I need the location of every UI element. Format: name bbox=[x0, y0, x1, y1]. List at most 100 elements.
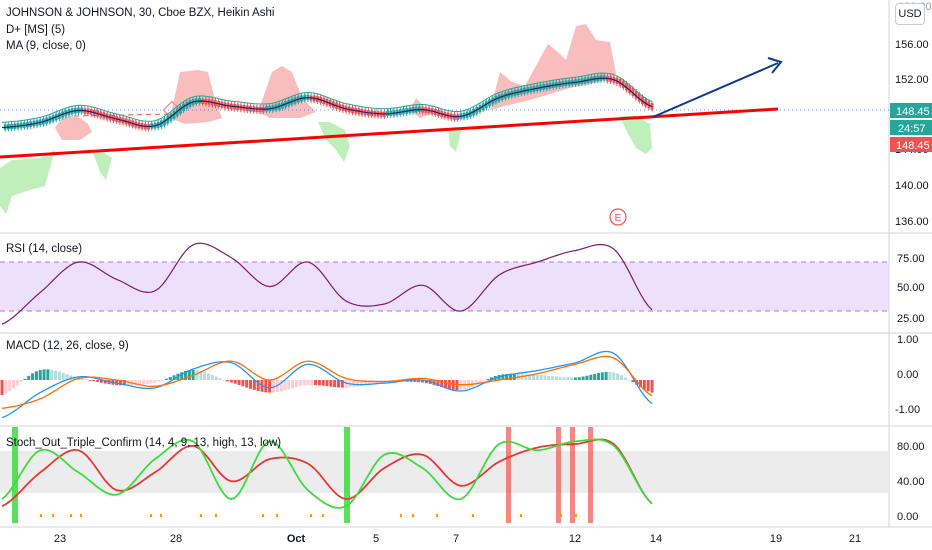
ma-line bbox=[1, 77, 653, 129]
macd-bar bbox=[237, 380, 241, 385]
stoch-tick: 40.00 bbox=[897, 476, 925, 488]
macd-bar bbox=[302, 380, 306, 386]
dplus-cloud bbox=[0, 24, 652, 214]
macd-bar bbox=[84, 379, 88, 380]
macd-bar bbox=[424, 380, 428, 384]
macd-bar bbox=[0, 380, 4, 396]
stoch-dot bbox=[200, 514, 202, 517]
macd-bar bbox=[314, 380, 318, 386]
macd-bar bbox=[612, 372, 616, 380]
cloud-upper-line bbox=[1, 72, 653, 123]
macd-bar bbox=[325, 380, 329, 387]
macd-bar bbox=[172, 375, 176, 380]
indicator-ma-label[interactable]: MA (9, close, 0) bbox=[6, 40, 86, 52]
candle bbox=[179, 105, 182, 114]
macd-bar bbox=[249, 380, 253, 389]
stoch-dot bbox=[436, 514, 438, 517]
macd-bar bbox=[42, 369, 46, 380]
time-tick: 19 bbox=[770, 533, 782, 545]
macd-bar bbox=[195, 370, 199, 380]
macd-bar bbox=[27, 375, 31, 380]
macd-bar bbox=[558, 376, 562, 380]
macd-bar bbox=[210, 374, 214, 380]
stoch-dot bbox=[215, 514, 217, 517]
macd-bar bbox=[486, 379, 490, 380]
macd-bar bbox=[31, 373, 35, 380]
macd-bar bbox=[245, 380, 249, 388]
stoch-dot bbox=[412, 514, 414, 517]
macd-bar bbox=[291, 380, 295, 389]
time-tick: 23 bbox=[54, 533, 66, 545]
currency-button[interactable]: USD bbox=[895, 3, 925, 25]
macd-bar bbox=[363, 380, 367, 386]
time-axis[interactable]: 23 28 Oct 5 7 12 14 19 21 bbox=[54, 533, 861, 545]
candle bbox=[625, 82, 628, 91]
stoch-dot bbox=[276, 514, 278, 517]
stoch-signal-bars bbox=[12, 427, 593, 523]
macd-bar bbox=[50, 369, 54, 380]
symbol-title[interactable]: JOHNSON & JOHNSON, 30, Cboe BZX, Heikin … bbox=[6, 7, 274, 19]
price-tick: 140.00 bbox=[895, 180, 929, 192]
macd-bar bbox=[134, 380, 138, 386]
candle bbox=[637, 93, 641, 102]
macd-bar bbox=[264, 380, 268, 393]
stoch-dot bbox=[70, 514, 72, 517]
macd-bar bbox=[631, 380, 635, 383]
macd-bar bbox=[359, 380, 363, 386]
trend-line[interactable] bbox=[0, 107, 779, 159]
stoch-dot bbox=[575, 514, 577, 517]
macd-bar bbox=[482, 380, 486, 382]
macd-bar bbox=[535, 374, 539, 380]
candle bbox=[634, 90, 638, 99]
macd-bar bbox=[222, 379, 226, 381]
macd-bar bbox=[547, 375, 551, 380]
macd-bar bbox=[206, 373, 210, 380]
projection-arrow[interactable] bbox=[652, 62, 779, 118]
macd-bar bbox=[470, 380, 474, 387]
macd-bar bbox=[214, 376, 218, 380]
last-price-value: 148.45 bbox=[896, 106, 930, 118]
stoch-band bbox=[0, 451, 889, 493]
macd-bar bbox=[138, 380, 142, 385]
time-tick: Oct bbox=[287, 533, 306, 545]
macd-bar bbox=[524, 374, 528, 380]
macd-bar bbox=[474, 380, 478, 385]
macd-bar bbox=[161, 380, 165, 381]
macd-bar bbox=[509, 373, 513, 380]
macd-bar bbox=[333, 380, 337, 388]
rsi-tick: 75.00 bbox=[897, 253, 925, 265]
macd-bar bbox=[600, 372, 604, 380]
stoch-dot bbox=[150, 514, 152, 517]
stoch-dot bbox=[310, 514, 312, 517]
time-tick: 28 bbox=[170, 533, 182, 545]
macd-histogram bbox=[0, 369, 654, 396]
candle bbox=[631, 88, 635, 96]
macd-bar bbox=[153, 380, 157, 383]
macd-bar bbox=[256, 380, 260, 391]
rsi-line bbox=[1, 242, 653, 325]
price-tick: 152.00 bbox=[895, 74, 929, 86]
stoch-dot bbox=[80, 514, 82, 517]
stoch-dot bbox=[52, 514, 54, 517]
stoch-title[interactable]: Stoch_Out_Triple_Confirm (14, 4, 9, 13, … bbox=[6, 437, 281, 449]
macd-bar bbox=[367, 380, 371, 385]
macd-bar bbox=[241, 380, 245, 387]
countdown-value: 24:57 bbox=[898, 123, 926, 135]
macd-bar bbox=[642, 380, 646, 390]
ma-price-tag bbox=[890, 137, 932, 152]
macd-bar bbox=[616, 373, 620, 380]
rsi-title[interactable]: RSI (14, close) bbox=[6, 243, 82, 255]
macd-bar bbox=[252, 380, 256, 390]
earnings-icon[interactable] bbox=[609, 208, 627, 226]
stoch-dot bbox=[506, 514, 508, 517]
macd-bar bbox=[184, 371, 188, 380]
stoch-dot bbox=[400, 514, 402, 517]
macd-title[interactable]: MACD (12, 26, close, 9) bbox=[6, 340, 129, 352]
macd-line bbox=[1, 350, 653, 419]
macd-bar bbox=[168, 377, 172, 380]
macd-bar bbox=[96, 380, 100, 382]
macd-bar bbox=[528, 374, 532, 380]
indicator-dplus-label[interactable]: D+ [MS] (5) bbox=[6, 24, 65, 36]
macd-bar bbox=[141, 380, 145, 385]
